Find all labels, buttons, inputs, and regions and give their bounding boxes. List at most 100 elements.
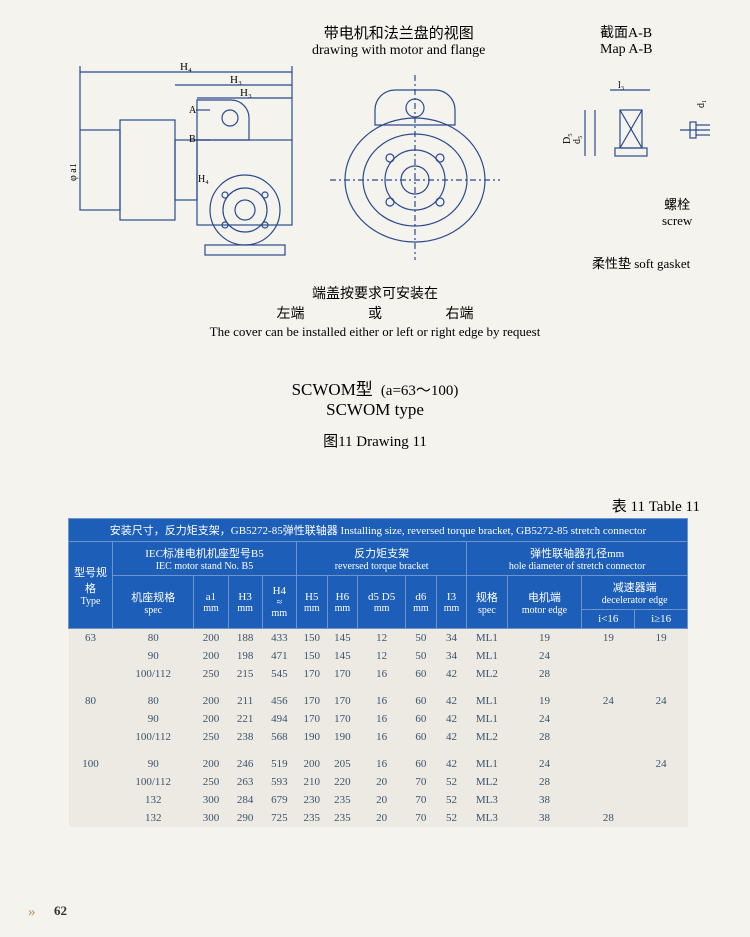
cell-H5: 190: [296, 728, 327, 746]
drawing-title-cn: 带电机和法兰盘的视图: [312, 22, 485, 43]
table-title: 表 11 Table 11: [612, 495, 700, 516]
col-type: 型号规格 Type: [69, 542, 113, 629]
cell-dlt: [582, 791, 635, 809]
cell-dge: [635, 665, 688, 683]
cell-H4: 494: [262, 710, 296, 728]
dim-H4: H₄: [180, 61, 192, 73]
cell-sp: ML2: [467, 773, 507, 791]
cell-H5: 235: [296, 809, 327, 827]
cell-a1: 250: [194, 665, 228, 683]
cell-me: 24: [507, 647, 582, 665]
table-row: 132300290725235235207052ML33828: [69, 809, 688, 827]
cell-H5: 170: [296, 683, 327, 710]
cell-spec: 80: [113, 683, 194, 710]
cell-d6: 60: [406, 746, 437, 773]
cell-H3: 211: [228, 683, 262, 710]
cell-type: 80: [69, 683, 113, 710]
table-row: 100/112250238568190190166042ML228: [69, 728, 688, 746]
col-d6: d6mm: [406, 576, 437, 629]
cell-d6: 50: [406, 647, 437, 665]
cell-a1: 200: [194, 647, 228, 665]
page-number: 62: [54, 903, 67, 919]
right-label: 右端: [446, 307, 474, 322]
cell-a1: 250: [194, 728, 228, 746]
dim-H3a: H₃: [230, 74, 242, 86]
cell-H6: 220: [327, 773, 358, 791]
dim-H4-inner: H₄: [198, 174, 209, 185]
table-top-header: 安装尺寸，反力矩支架，GB5272-85弹性联轴器 Installing siz…: [69, 519, 688, 542]
cell-d6: 70: [406, 791, 437, 809]
cell-type: [69, 809, 113, 827]
cell-d5: 16: [358, 665, 406, 683]
cell-sp: ML1: [467, 683, 507, 710]
cell-a1: 300: [194, 809, 228, 827]
cell-d5: 16: [358, 683, 406, 710]
cell-d5: 16: [358, 710, 406, 728]
cell-H3: 215: [228, 665, 262, 683]
cell-me: 24: [507, 710, 582, 728]
cell-l3: 42: [436, 683, 467, 710]
cell-l3: 42: [436, 728, 467, 746]
cell-spec: 100/112: [113, 773, 194, 791]
cell-H5: 150: [296, 629, 327, 648]
cell-a1: 200: [194, 710, 228, 728]
cell-sp: ML1: [467, 710, 507, 728]
table-row: 100/112250263593210220207052ML228: [69, 773, 688, 791]
dim-d5: d₅: [572, 136, 583, 145]
col-H4: H4≈mm: [262, 576, 296, 629]
dim-phi-a1: φ a1: [70, 163, 79, 181]
screw-label: 螺栓 screw: [662, 197, 692, 228]
cell-H6: 170: [327, 683, 358, 710]
cell-H6: 235: [327, 791, 358, 809]
cell-a1: 200: [194, 629, 228, 648]
drawing-number: 图11 Drawing 11: [0, 430, 750, 451]
page-chevron-icon: »: [28, 904, 32, 921]
screw-en: screw: [662, 213, 692, 229]
cell-me: 24: [507, 746, 582, 773]
cell-a1: 200: [194, 683, 228, 710]
group-torque: 反力矩支架 reversed torque bracket: [296, 542, 466, 576]
section-A: A: [189, 105, 197, 116]
drawing-title-en: drawing with motor and flange: [312, 43, 485, 59]
group-iec: IEC标准电机机座型号B5 IEC motor stand No. B5: [113, 542, 297, 576]
cell-l3: 52: [436, 773, 467, 791]
cell-H6: 170: [327, 710, 358, 728]
cell-d5: 20: [358, 791, 406, 809]
cell-dge: [635, 710, 688, 728]
cell-sp: ML2: [467, 728, 507, 746]
cell-H6: 190: [327, 728, 358, 746]
table-row: 6380200188433150145125034ML1191919: [69, 629, 688, 648]
cell-H4: 471: [262, 647, 296, 665]
cell-type: [69, 728, 113, 746]
map-label: 截面A-B Map A-B: [600, 22, 653, 58]
cell-sp: ML1: [467, 746, 507, 773]
gasket-label: 柔性垫 soft gasket: [592, 253, 690, 272]
cell-dlt: [582, 746, 635, 773]
cell-a1: 300: [194, 791, 228, 809]
cell-H5: 200: [296, 746, 327, 773]
left-label: 左端: [277, 307, 305, 322]
cell-H3: 246: [228, 746, 262, 773]
diagram-svg: H₄ H₃ H₃ A B φ a1 H₄ l₃ d₅ D₅ d₁: [70, 60, 710, 280]
cell-d5: 20: [358, 809, 406, 827]
cell-d5: 12: [358, 647, 406, 665]
col-spec2: 规格spec: [467, 576, 507, 629]
table-row: 90200221494170170166042ML124: [69, 710, 688, 728]
cell-dge: [635, 809, 688, 827]
col-d5D5: d5 D5mm: [358, 576, 406, 629]
cell-dlt: [582, 710, 635, 728]
cell-sp: ML3: [467, 791, 507, 809]
cell-H3: 263: [228, 773, 262, 791]
cell-H4: 725: [262, 809, 296, 827]
cell-sp: ML1: [467, 629, 507, 648]
section-B: B: [189, 134, 196, 145]
drawing-title: 带电机和法兰盘的视图 drawing with motor and flange: [312, 22, 485, 59]
cell-sp: ML2: [467, 665, 507, 683]
table-row: 132300284679230235207052ML338: [69, 791, 688, 809]
group-hole: 弹性联轴器孔径mm hole diameter of stretch conne…: [467, 542, 688, 576]
cell-H4: 433: [262, 629, 296, 648]
cell-H4: 593: [262, 773, 296, 791]
dim-D5: D₅: [562, 133, 573, 144]
cell-H6: 170: [327, 665, 358, 683]
cell-me: 28: [507, 665, 582, 683]
